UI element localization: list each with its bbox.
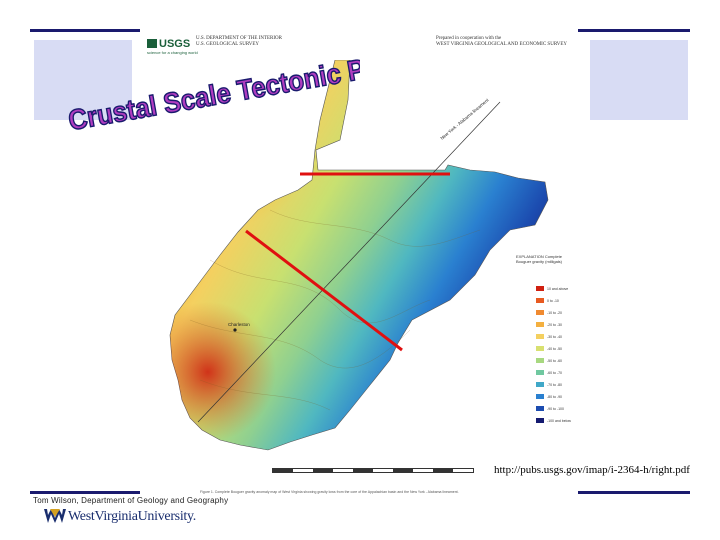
university-name: WestVirginiaUniversity. bbox=[68, 509, 197, 524]
legend-swatch bbox=[536, 370, 544, 375]
city-label: Charleston bbox=[228, 322, 250, 327]
top-rule-right bbox=[578, 29, 690, 32]
legend-swatch bbox=[536, 418, 544, 423]
legend-item-label: 0 to -10 bbox=[547, 298, 559, 303]
legend-item-label: -40 to -50 bbox=[547, 346, 562, 351]
legend-title: EXPLANATION Complete Bouguer gravity (mi… bbox=[516, 254, 563, 264]
legend-item-label: -30 to -40 bbox=[547, 334, 562, 339]
slide-title-graphic: Crustal Scale Tectonic Problems bbox=[65, 40, 360, 135]
author-credit: Tom Wilson, Department of Geology and Ge… bbox=[33, 496, 229, 505]
source-url[interactable]: http://pubs.usgs.gov/imap/i-2364-h/right… bbox=[494, 464, 690, 476]
gravity-map: New York - Alabama lineament Charleston bbox=[169, 60, 549, 451]
decor-panel-left bbox=[34, 40, 132, 120]
decor-panel-right bbox=[590, 40, 688, 120]
legend-swatch bbox=[536, 358, 544, 363]
legend-item-label: -20 to -30 bbox=[547, 322, 562, 327]
legend-swatch bbox=[536, 346, 544, 351]
legend-swatch bbox=[536, 406, 544, 411]
legend-item-label: -80 to -90 bbox=[547, 394, 562, 399]
legend-item-label: -60 to -70 bbox=[547, 370, 562, 375]
city-marker-icon bbox=[233, 328, 237, 332]
bottom-rule-right bbox=[578, 491, 690, 494]
legend-item-label: -10 to -20 bbox=[547, 310, 562, 315]
legend-swatch bbox=[536, 382, 544, 387]
report-line-2: WEST VIRGINIA GEOLOGICAL AND ECONOMIC SU… bbox=[436, 42, 568, 47]
red-diagonal-line bbox=[245, 229, 403, 352]
usgs-tagline: science for a changing world bbox=[147, 50, 198, 55]
legend-item-label: -90 to -100 bbox=[547, 406, 564, 411]
legend-item-label: 10 and above bbox=[547, 286, 569, 291]
agency-header: U.S. DEPARTMENT OF THE INTERIOR U.S. GEO… bbox=[196, 36, 282, 48]
bottom-rule-left bbox=[30, 491, 140, 494]
legend-item-label: -50 to -60 bbox=[547, 358, 562, 363]
agency-line-1: U.S. DEPARTMENT OF THE INTERIOR bbox=[196, 36, 283, 41]
legend-item-label: -70 to -80 bbox=[547, 382, 562, 387]
legend-swatch bbox=[536, 286, 544, 291]
legend-swatch bbox=[536, 334, 544, 339]
legend-swatch bbox=[536, 310, 544, 315]
legend-swatch bbox=[536, 394, 544, 399]
usgs-logo: USGS bbox=[147, 38, 190, 50]
wvu-logo-icon bbox=[44, 509, 66, 528]
legend-swatch bbox=[536, 298, 544, 303]
agency-line-2: U.S. GEOLOGICAL SURVEY bbox=[196, 42, 260, 47]
report-header: Prepared in cooperation with the WEST VI… bbox=[436, 36, 567, 48]
report-line-1: Prepared in cooperation with the bbox=[436, 36, 502, 41]
scale-bar bbox=[272, 468, 474, 473]
usgs-wave-icon bbox=[147, 39, 157, 48]
legend-item-label: -100 and below bbox=[547, 418, 571, 423]
figure-caption: Figure 1. Complete Bouguer gravity anoma… bbox=[200, 490, 459, 494]
legend-swatch bbox=[536, 322, 544, 327]
top-rule-left bbox=[30, 29, 140, 32]
usgs-logo-text: USGS bbox=[159, 38, 191, 50]
lineament-line bbox=[197, 101, 501, 423]
contour-lines bbox=[189, 209, 481, 411]
lineament-label: New York - Alabama lineament bbox=[439, 97, 490, 141]
slide-title: Crustal Scale Tectonic Problems bbox=[66, 40, 360, 135]
